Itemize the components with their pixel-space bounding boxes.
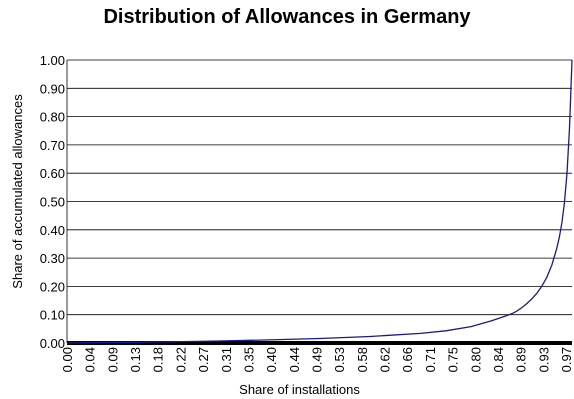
x-tick-label: 0.62 — [378, 347, 393, 372]
x-tick-label: 0.22 — [173, 347, 188, 372]
x-tick-label: 0.93 — [536, 347, 551, 372]
y-tick-label: 0.40 — [40, 223, 65, 238]
x-tick-label: 0.04 — [83, 347, 98, 372]
x-tick-label: 0.84 — [491, 347, 506, 372]
y-tick-label: 0.60 — [40, 166, 65, 181]
x-tick-label: 0.49 — [310, 347, 325, 372]
y-axis-label: Share of accumulated allowances — [10, 94, 25, 289]
y-tick-label: 0.20 — [40, 279, 65, 294]
x-tick-label: 0.09 — [105, 347, 120, 372]
y-tick-label: 0.10 — [40, 308, 65, 323]
x-tick-label: 0.18 — [151, 347, 166, 372]
x-tick-labels: 0.00 0.04 0.09 0.13 0.18 0.22 0.27 0.31 0.35 0.40… — [60, 347, 574, 372]
y-tick-label: 0.70 — [40, 138, 65, 153]
x-tick-label: 0.89 — [514, 347, 529, 372]
grid-layer — [67, 60, 572, 343]
x-tick-label: 0.53 — [332, 347, 347, 372]
x-tick-label: 0.71 — [423, 347, 438, 372]
y-tick-label: 0.80 — [40, 110, 65, 125]
x-tick-label: 0.31 — [219, 347, 234, 372]
x-tick-label: 0.66 — [400, 347, 415, 372]
y-tick-label: 0.50 — [40, 195, 65, 210]
x-tick-label: 0.44 — [287, 347, 302, 372]
x-tick-label: 0.97 — [559, 347, 574, 372]
x-tick-label: 0.27 — [196, 347, 211, 372]
x-tick-label: 0.35 — [241, 347, 256, 372]
x-tick-label: 0.13 — [128, 347, 143, 372]
y-tick-label: 0.30 — [40, 251, 65, 266]
y-tick-labels: 0.000.100.200.300.400.500.600.700.800.90… — [40, 53, 65, 351]
y-tick-label: 0.90 — [40, 81, 65, 96]
x-tick-label: 0.40 — [264, 347, 279, 372]
x-tick-label: 0.80 — [468, 347, 483, 372]
x-tick-label: 0.00 — [60, 347, 75, 372]
x-axis-label: Share of installations — [239, 382, 360, 397]
x-tick-label: 0.75 — [446, 347, 461, 372]
y-tick-label: 1.00 — [40, 53, 65, 68]
x-tick-label: 0.58 — [355, 347, 370, 372]
